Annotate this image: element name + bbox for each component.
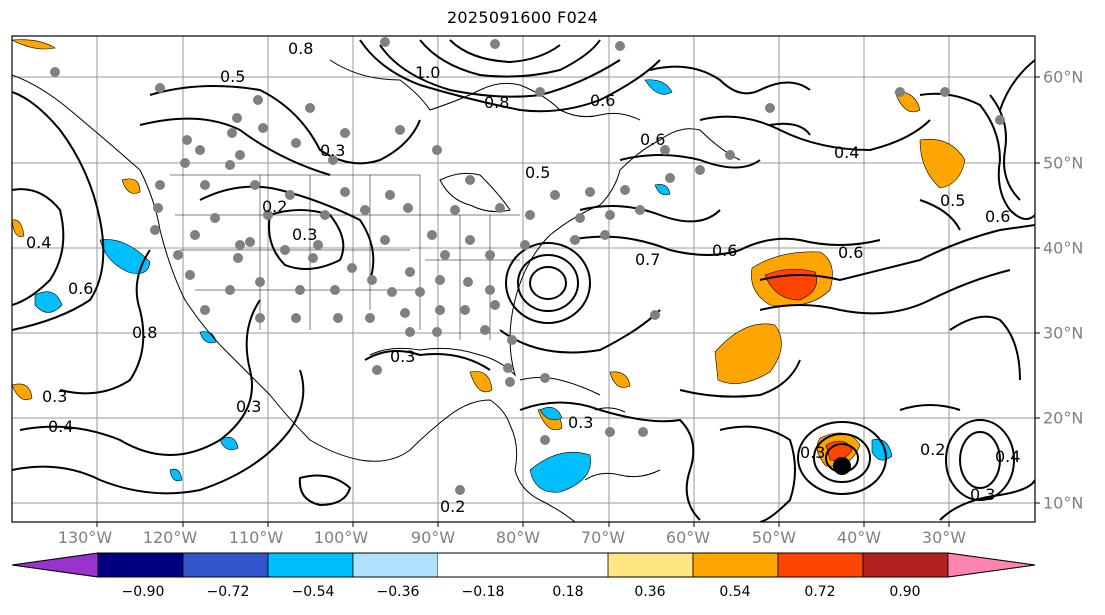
svg-text:0.8: 0.8 <box>132 323 157 342</box>
svg-text:0.8: 0.8 <box>484 93 509 112</box>
svg-text:0.3: 0.3 <box>236 397 261 416</box>
lon-label-100w: 100°W <box>313 528 369 547</box>
svg-text:0.3: 0.3 <box>390 347 415 366</box>
svg-text:0.2: 0.2 <box>262 197 287 216</box>
lon-label-50w: 50°W <box>751 528 797 547</box>
map-title: 2025091600 F024 <box>446 8 599 27</box>
svg-text:0.5: 0.5 <box>220 67 245 86</box>
svg-text:0.3: 0.3 <box>320 141 345 160</box>
svg-text:0.6: 0.6 <box>838 243 863 262</box>
storm-center-marker <box>833 457 851 475</box>
negative-anomaly-shading <box>34 79 893 493</box>
lat-label-10n: 10°N <box>1043 493 1084 513</box>
svg-text:0.3: 0.3 <box>970 485 995 504</box>
svg-text:0.6: 0.6 <box>590 91 615 110</box>
colorbar <box>11 552 1036 578</box>
lon-label-90w: 90°W <box>410 528 456 547</box>
axis-ticks <box>96 76 1040 527</box>
observation-dots <box>50 37 1005 495</box>
lon-label-120w: 120°W <box>142 528 198 547</box>
state-borders <box>170 174 520 340</box>
lat-label-30n: 30°N <box>1043 323 1084 343</box>
svg-text:0.6: 0.6 <box>640 130 665 149</box>
colorbar-tick-label: −0.90 <box>121 584 165 600</box>
colorbar-tick-label: 0.18 <box>552 584 584 600</box>
lon-label-70w: 70°W <box>580 528 626 547</box>
lon-label-60w: 60°W <box>665 528 711 547</box>
svg-text:0.4: 0.4 <box>48 417 73 436</box>
colorbar-tick-label: −0.72 <box>206 584 250 600</box>
lat-label-20n: 20°N <box>1043 408 1084 428</box>
svg-text:0.4: 0.4 <box>26 233 51 252</box>
svg-text:0.3: 0.3 <box>800 443 825 462</box>
colorbar-tick-label: 0.90 <box>889 584 921 600</box>
svg-text:0.6: 0.6 <box>68 279 93 298</box>
lon-label-30w: 30°W <box>921 528 967 547</box>
svg-text:0.5: 0.5 <box>940 191 965 210</box>
svg-text:0.7: 0.7 <box>635 250 660 269</box>
svg-text:0.2: 0.2 <box>920 440 945 459</box>
lat-label-40n: 40°N <box>1043 238 1084 258</box>
lat-label-60n: 60°N <box>1043 67 1084 87</box>
colorbar-tick-label: 0.36 <box>634 584 666 600</box>
colorbar-tick-label: 0.72 <box>804 584 836 600</box>
colorbar-tick-label: −0.36 <box>376 584 420 600</box>
lat-label-50n: 50°N <box>1043 153 1084 173</box>
svg-text:0.6: 0.6 <box>712 241 737 260</box>
lon-label-130w: 130°W <box>57 528 113 547</box>
lon-label-80w: 80°W <box>495 528 541 547</box>
colorbar-tick-label: −0.18 <box>461 584 505 600</box>
contour-lines <box>12 39 1035 522</box>
positive-anomaly-shading <box>12 39 966 467</box>
svg-text:0.4: 0.4 <box>834 143 859 162</box>
svg-text:0.5: 0.5 <box>525 163 550 182</box>
svg-text:0.8: 0.8 <box>288 39 313 58</box>
svg-text:0.4: 0.4 <box>995 447 1020 466</box>
svg-text:0.3: 0.3 <box>42 387 67 406</box>
lon-label-110w: 110°W <box>228 528 284 547</box>
svg-text:0.3: 0.3 <box>292 225 317 244</box>
contour-labels: 0.8 0.5 1.0 0.3 0.2 0.3 0.4 0.6 0.8 0.3 … <box>26 39 1020 516</box>
svg-text:0.2: 0.2 <box>440 497 465 516</box>
lon-label-40w: 40°W <box>836 528 882 547</box>
svg-text:0.6: 0.6 <box>985 207 1010 226</box>
colorbar-tick-label: 0.54 <box>719 584 751 600</box>
svg-text:1.0: 1.0 <box>415 63 440 82</box>
colorbar-tick-label: −0.54 <box>291 584 335 600</box>
svg-text:0.3: 0.3 <box>568 413 593 432</box>
